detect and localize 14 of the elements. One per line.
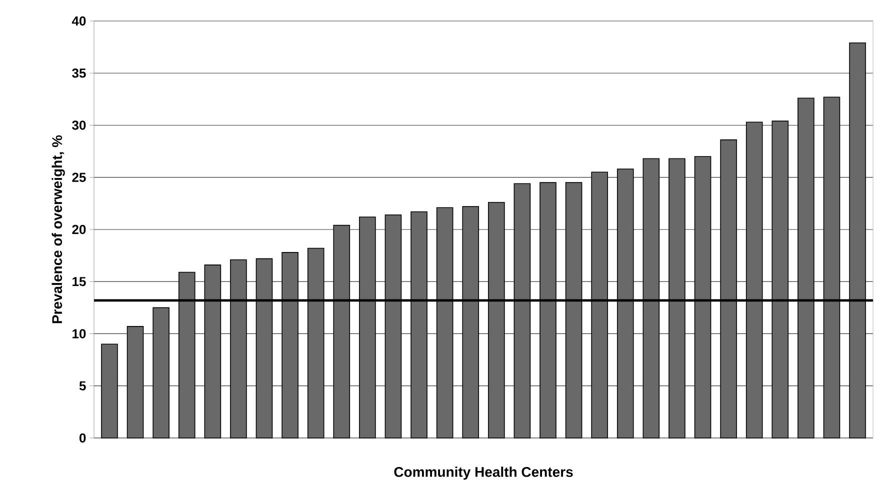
y-tick-label: 10	[72, 329, 86, 338]
y-tick-label: 25	[72, 172, 86, 182]
bar	[126, 326, 144, 438]
y-tick-label: 15	[72, 277, 86, 286]
bar	[101, 344, 118, 438]
x-axis-title: Community Health Centers	[394, 466, 573, 480]
y-tick-label: 5	[79, 381, 86, 390]
y-tick-label: 35	[72, 68, 86, 78]
y-tick-label: 30	[72, 120, 86, 130]
y-axis-title: Prevalence of overweight, %	[52, 135, 65, 324]
y-tick-label: 40	[72, 16, 86, 26]
bar	[152, 307, 170, 438]
y-tick-label: 0	[80, 433, 86, 443]
y-tick-label: 20	[72, 224, 86, 234]
